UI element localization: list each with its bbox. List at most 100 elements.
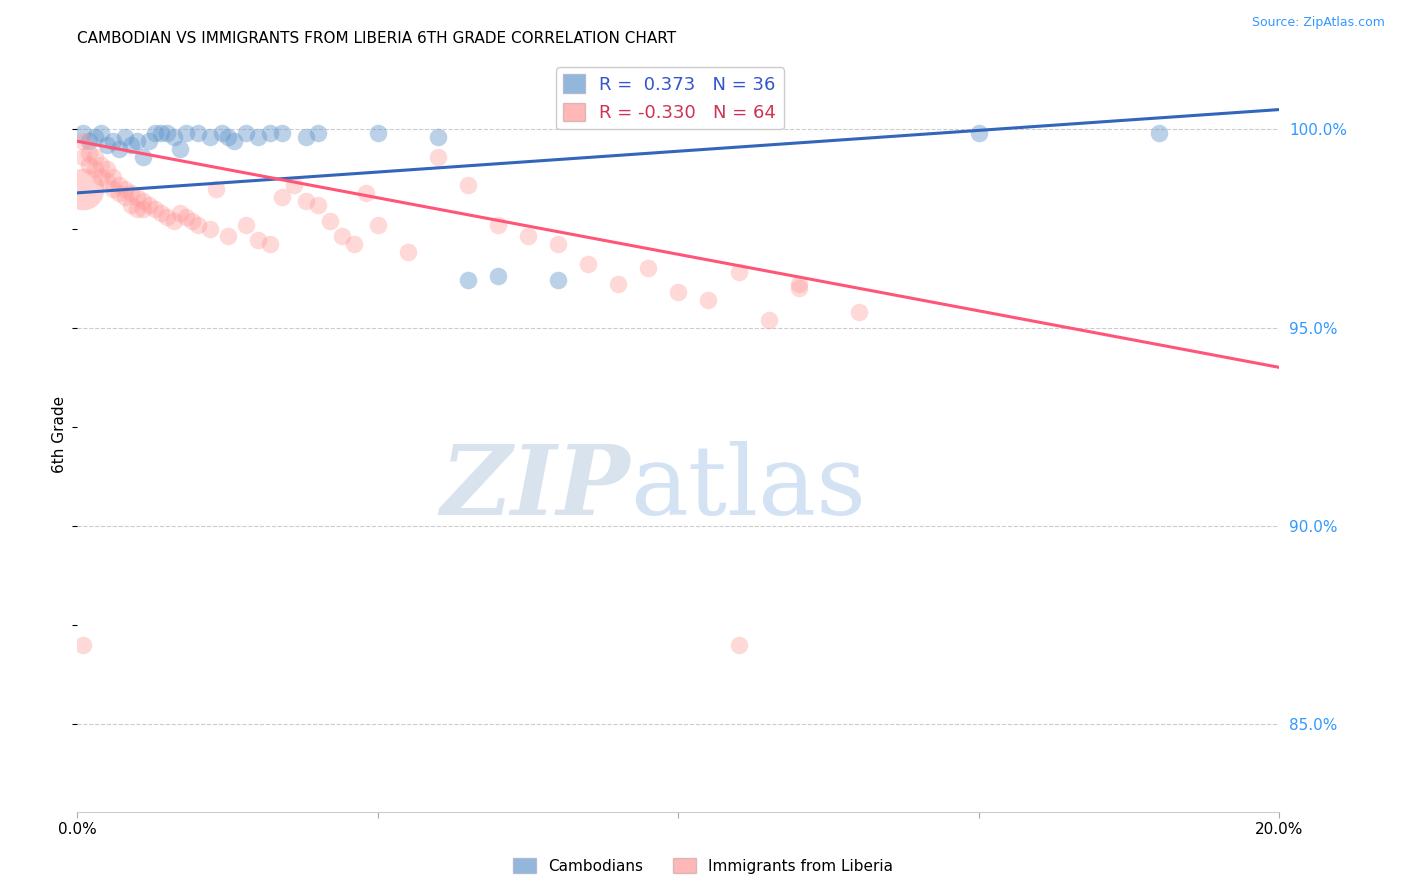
Point	[198, 221, 221, 235]
Point	[72, 182, 94, 196]
Point	[120, 198, 142, 212]
Point	[156, 126, 179, 140]
Point	[396, 245, 419, 260]
Point	[547, 273, 569, 287]
Point	[217, 229, 239, 244]
Text: ZIP: ZIP	[440, 441, 630, 534]
Point	[967, 126, 990, 140]
Point	[90, 169, 112, 184]
Point	[108, 186, 131, 200]
Point	[72, 134, 94, 148]
Point	[217, 130, 239, 145]
Point	[294, 130, 316, 145]
Point	[120, 186, 142, 200]
Point	[72, 126, 94, 140]
Point	[84, 150, 107, 164]
Point	[517, 229, 540, 244]
Point	[72, 638, 94, 652]
Point	[132, 194, 155, 208]
Point	[156, 210, 179, 224]
Y-axis label: 6th Grade: 6th Grade	[52, 396, 67, 474]
Point	[108, 142, 131, 156]
Point	[354, 186, 377, 200]
Point	[727, 638, 749, 652]
Point	[457, 178, 479, 192]
Point	[138, 198, 160, 212]
Text: Source: ZipAtlas.com: Source: ZipAtlas.com	[1251, 16, 1385, 29]
Point	[259, 126, 281, 140]
Point	[84, 130, 107, 145]
Point	[486, 269, 509, 284]
Point	[787, 281, 810, 295]
Point	[114, 190, 136, 204]
Point	[343, 237, 366, 252]
Point	[319, 213, 342, 227]
Point	[90, 158, 112, 172]
Point	[127, 202, 149, 216]
Point	[576, 257, 599, 271]
Point	[787, 277, 810, 291]
Point	[607, 277, 630, 291]
Legend: R =  0.373   N = 36, R = -0.330   N = 64: R = 0.373 N = 36, R = -0.330 N = 64	[557, 67, 783, 129]
Point	[246, 234, 269, 248]
Point	[367, 126, 389, 140]
Point	[174, 126, 197, 140]
Point	[367, 218, 389, 232]
Point	[162, 213, 184, 227]
Point	[114, 182, 136, 196]
Point	[668, 285, 690, 299]
Point	[174, 210, 197, 224]
Point	[162, 130, 184, 145]
Point	[150, 205, 173, 219]
Point	[96, 138, 118, 153]
Point	[211, 126, 233, 140]
Point	[127, 190, 149, 204]
Point	[697, 293, 720, 307]
Point	[259, 237, 281, 252]
Text: atlas: atlas	[630, 441, 866, 534]
Point	[848, 305, 870, 319]
Point	[169, 205, 191, 219]
Point	[79, 158, 101, 172]
Point	[187, 126, 209, 140]
Point	[1149, 126, 1171, 140]
Point	[120, 138, 142, 153]
Point	[330, 229, 353, 244]
Point	[547, 237, 569, 252]
Point	[457, 273, 479, 287]
Text: CAMBODIAN VS IMMIGRANTS FROM LIBERIA 6TH GRADE CORRELATION CHART: CAMBODIAN VS IMMIGRANTS FROM LIBERIA 6TH…	[77, 31, 676, 46]
Point	[145, 126, 167, 140]
Point	[103, 169, 125, 184]
Point	[72, 150, 94, 164]
Point	[79, 146, 101, 161]
Point	[180, 213, 202, 227]
Point	[283, 178, 305, 192]
Point	[96, 162, 118, 177]
Point	[114, 130, 136, 145]
Point	[132, 150, 155, 164]
Point	[270, 126, 292, 140]
Point	[138, 134, 160, 148]
Point	[96, 174, 118, 188]
Point	[187, 218, 209, 232]
Point	[108, 178, 131, 192]
Point	[427, 150, 450, 164]
Point	[198, 130, 221, 145]
Point	[79, 134, 101, 148]
Point	[235, 126, 257, 140]
Point	[222, 134, 245, 148]
Point	[727, 265, 749, 279]
Point	[758, 313, 780, 327]
Point	[204, 182, 226, 196]
Point	[637, 261, 659, 276]
Point	[235, 218, 257, 232]
Legend: Cambodians, Immigrants from Liberia: Cambodians, Immigrants from Liberia	[506, 852, 900, 880]
Point	[169, 142, 191, 156]
Point	[150, 126, 173, 140]
Point	[246, 130, 269, 145]
Point	[90, 126, 112, 140]
Point	[127, 134, 149, 148]
Point	[132, 202, 155, 216]
Point	[294, 194, 316, 208]
Point	[84, 162, 107, 177]
